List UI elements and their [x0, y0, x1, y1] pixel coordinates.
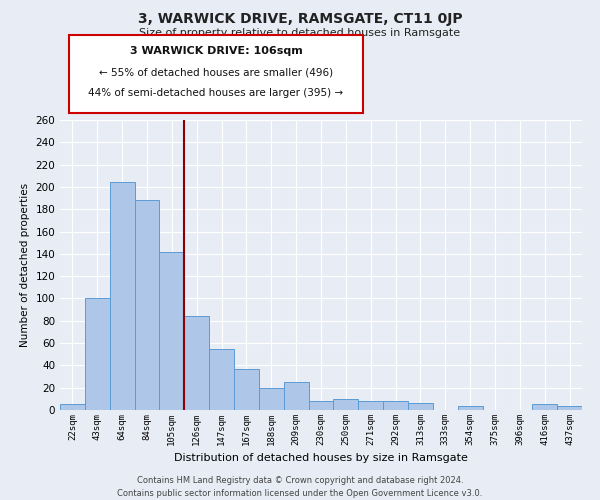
Text: 3 WARWICK DRIVE: 106sqm: 3 WARWICK DRIVE: 106sqm [130, 46, 302, 56]
Bar [358, 401, 383, 410]
Text: Size of property relative to detached houses in Ramsgate: Size of property relative to detached ho… [139, 28, 461, 38]
Bar [209, 348, 234, 410]
Bar [160, 252, 184, 410]
X-axis label: Distribution of detached houses by size in Ramsgate: Distribution of detached houses by size … [174, 454, 468, 464]
Bar [110, 182, 134, 410]
Text: Contains HM Land Registry data © Crown copyright and database right 2024.
Contai: Contains HM Land Registry data © Crown c… [118, 476, 482, 498]
Bar [308, 401, 334, 410]
Bar [408, 404, 433, 410]
Text: 44% of semi-detached houses are larger (395) →: 44% of semi-detached houses are larger (… [88, 88, 344, 99]
Bar [85, 298, 110, 410]
Text: 3, WARWICK DRIVE, RAMSGATE, CT11 0JP: 3, WARWICK DRIVE, RAMSGATE, CT11 0JP [137, 12, 463, 26]
Bar [284, 382, 308, 410]
Y-axis label: Number of detached properties: Number of detached properties [20, 183, 30, 347]
Bar [184, 316, 209, 410]
Bar [134, 200, 160, 410]
Bar [458, 406, 482, 410]
Bar [60, 404, 85, 410]
Text: ← 55% of detached houses are smaller (496): ← 55% of detached houses are smaller (49… [99, 68, 333, 78]
Bar [334, 399, 358, 410]
Bar [234, 368, 259, 410]
Bar [383, 401, 408, 410]
Bar [557, 406, 582, 410]
Bar [259, 388, 284, 410]
Bar [532, 404, 557, 410]
